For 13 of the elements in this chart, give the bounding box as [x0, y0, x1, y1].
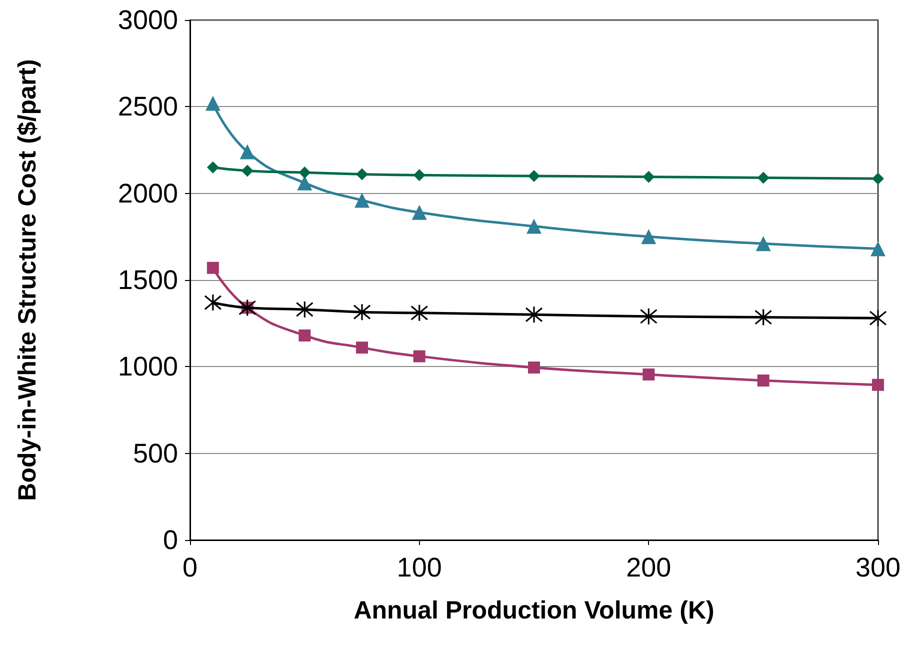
x-tick-label: 100 [396, 552, 442, 582]
y-tick-label: 500 [132, 438, 178, 468]
y-tick-label: 0 [162, 525, 178, 555]
y-tick-label: 1000 [118, 352, 178, 382]
x-tick-label: 0 [182, 552, 198, 582]
y-axis-title: Body-in-White Structure Cost ($/part) [14, 59, 42, 501]
y-tick-label: 1500 [118, 265, 178, 295]
y-tick-label: 2500 [118, 92, 178, 122]
x-axis-title: Annual Production Volume (K) [354, 596, 714, 624]
y-tick-label: 2000 [118, 178, 178, 208]
y-tick-label: 3000 [118, 5, 178, 35]
x-tick-label: 200 [626, 552, 672, 582]
x-tick-label: 300 [855, 552, 901, 582]
